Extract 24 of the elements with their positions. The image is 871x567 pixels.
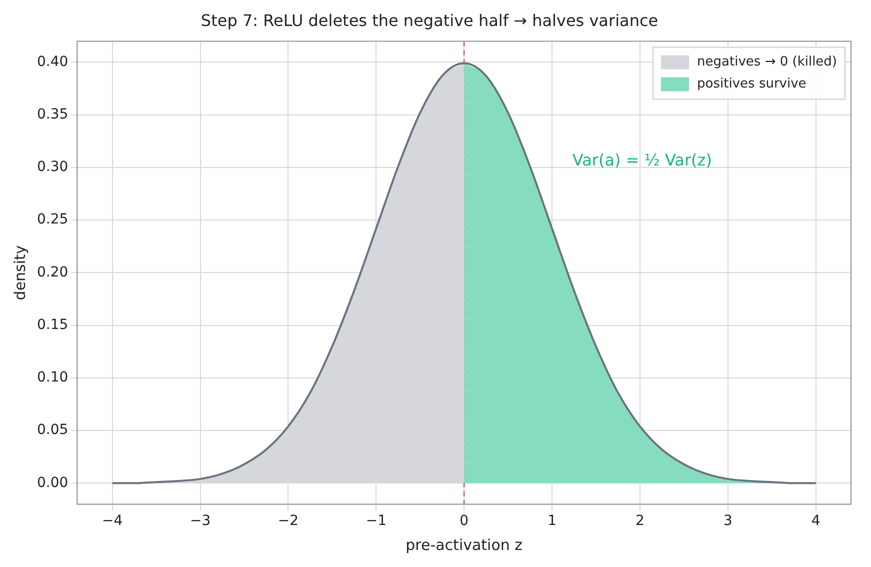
y-tick-label: 0.30: [37, 159, 68, 176]
x-tick-label: 3: [723, 513, 732, 530]
x-tick-label: 1: [548, 513, 556, 530]
y-tick-label: 0.05: [37, 422, 68, 438]
y-tick-label: 0.25: [37, 212, 68, 228]
x-tick-label: −3: [190, 513, 211, 530]
y-axis-title: density: [10, 245, 29, 300]
annotation: Var(a) = ½ Var(z): [572, 150, 712, 170]
y-tick-label: 0.00: [37, 474, 68, 491]
x-tick-label: 2: [635, 513, 644, 530]
chart-title: Step 7: ReLU deletes the negative half → halves variance: [200, 10, 658, 30]
y-tick-label: 0.20: [37, 264, 68, 280]
legend-label: negatives → 0 (killed): [697, 54, 838, 70]
x-axis-title: pre-activation z: [406, 536, 523, 554]
x-tick-label: −1: [366, 513, 386, 530]
x-tick-label: −4: [102, 513, 123, 530]
legend-label: positives survive: [697, 76, 806, 92]
x-tick-label: −2: [278, 513, 299, 530]
x-tick-label: 4: [811, 513, 820, 530]
y-tick-label: 0.40: [37, 54, 68, 70]
y-tick-label: 0.15: [37, 316, 68, 333]
x-tick-label: 0: [460, 513, 469, 530]
y-tick-label: 0.35: [37, 106, 68, 122]
y-tick-label: 0.10: [37, 370, 68, 386]
